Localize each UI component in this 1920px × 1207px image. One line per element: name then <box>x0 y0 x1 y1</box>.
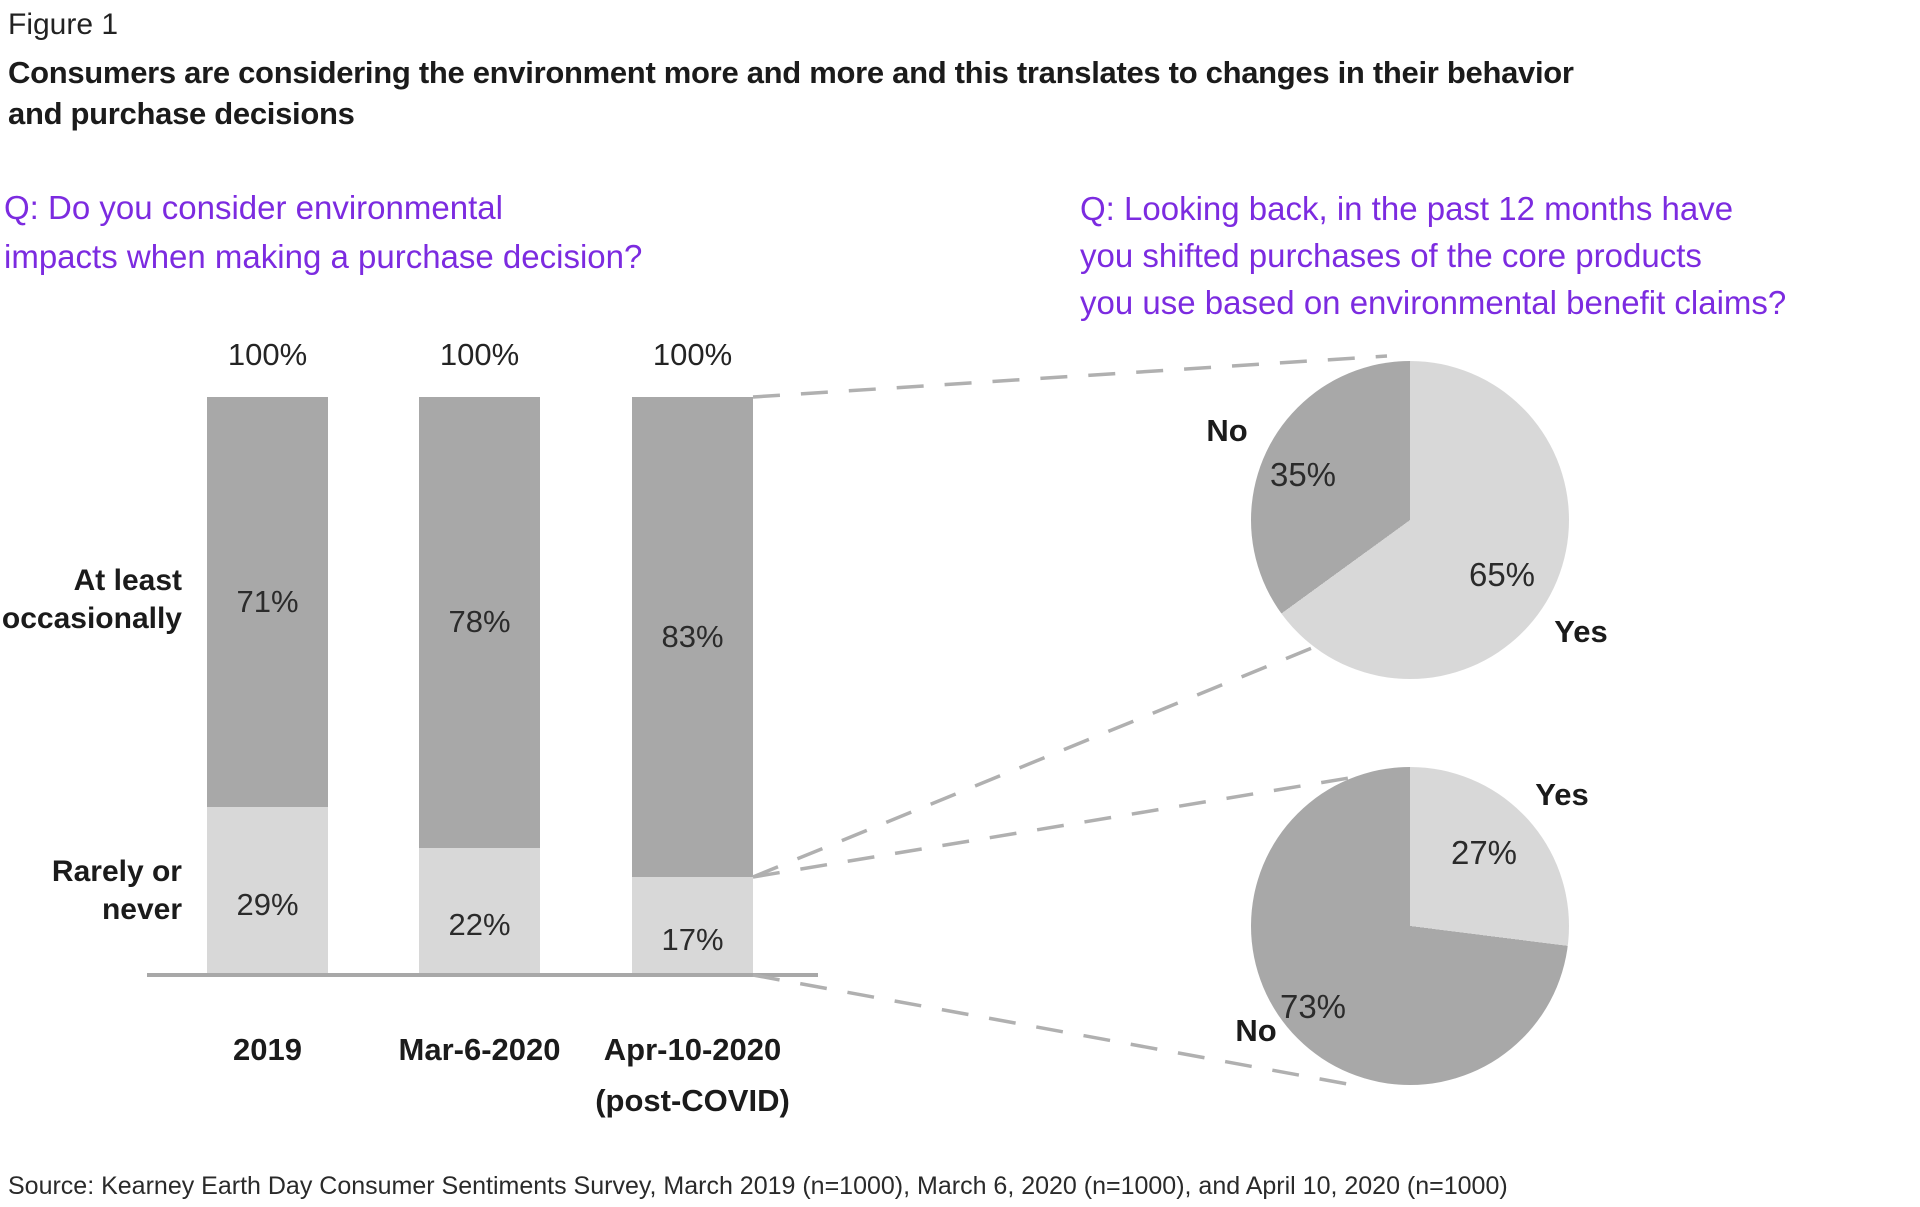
pie-top-label-yes: Yes <box>1554 614 1608 649</box>
pie-top-value-yes: 65% <box>1468 556 1536 593</box>
bar-value-at-least-occasionally-2019: 71% <box>236 584 299 620</box>
bar-segment-at-least-occasionally-2019 <box>207 397 328 808</box>
question-left: Q: Do you consider environmental impacts … <box>4 189 643 275</box>
pie-top-value-no: 35% <box>1269 456 1337 493</box>
source-note: Source: Kearney Earth Day Consumer Senti… <box>8 1172 1508 1200</box>
bar-total-label-2019: 100% <box>227 337 308 372</box>
figure-title: Consumers are considering the environmen… <box>8 55 1574 131</box>
bar-category-label-apr-10-2020: Apr-10-2020 (post-COVID) <box>595 1032 790 1118</box>
pie-bottom-value-yes: 27% <box>1450 834 1518 871</box>
bar-value-rarely-or-never-2019: 29% <box>236 887 299 923</box>
bar-total-label-mar-6-2020: 100% <box>439 337 520 372</box>
bar-segment-rarely-or-never-mar-6-2020 <box>419 847 540 975</box>
x-axis-line <box>147 973 818 977</box>
pie-top <box>1251 361 1569 679</box>
bar-value-at-least-occasionally-mar-6-2020: 78% <box>448 604 511 640</box>
bar-category-label-mar-6-2020: Mar-6-2020 <box>398 1032 561 1067</box>
bar-segment-rarely-or-never-apr-10-2020 <box>632 876 753 975</box>
bar-segment-at-least-occasionally-apr-10-2020 <box>632 397 753 877</box>
connector-line-2 <box>752 646 1313 879</box>
bar-total-label-apr-10-2020: 100% <box>652 337 733 372</box>
pie-bottom-value-no: 73% <box>1279 988 1347 1025</box>
series-label-at-least-occasionally: At least occasionally <box>1 564 182 635</box>
bar-value-at-least-occasionally-apr-10-2020: 83% <box>661 618 724 654</box>
bar-segment-at-least-occasionally-mar-6-2020 <box>419 397 540 848</box>
question-right: Q: Looking back, in the past 12 months h… <box>1080 190 1787 321</box>
bar-value-rarely-or-never-apr-10-2020: 17% <box>661 921 724 957</box>
series-label-rarely-or-never: Rarely or never <box>51 855 182 926</box>
bar-segment-rarely-or-never-2019 <box>207 807 328 975</box>
connector-line-3 <box>752 773 1368 879</box>
pie-bottom-label-no: No <box>1235 1013 1277 1048</box>
pie-top-label-no: No <box>1206 413 1248 448</box>
bar-value-rarely-or-never-mar-6-2020: 22% <box>448 907 511 943</box>
pie-bottom <box>1251 767 1569 1085</box>
figure-label: Figure 1 <box>8 8 119 41</box>
connector-line-1 <box>752 354 1388 399</box>
bar-category-label-2019: 2019 <box>233 1032 302 1067</box>
connector-line-4 <box>752 973 1354 1087</box>
pie-bottom-label-yes: Yes <box>1535 777 1589 812</box>
